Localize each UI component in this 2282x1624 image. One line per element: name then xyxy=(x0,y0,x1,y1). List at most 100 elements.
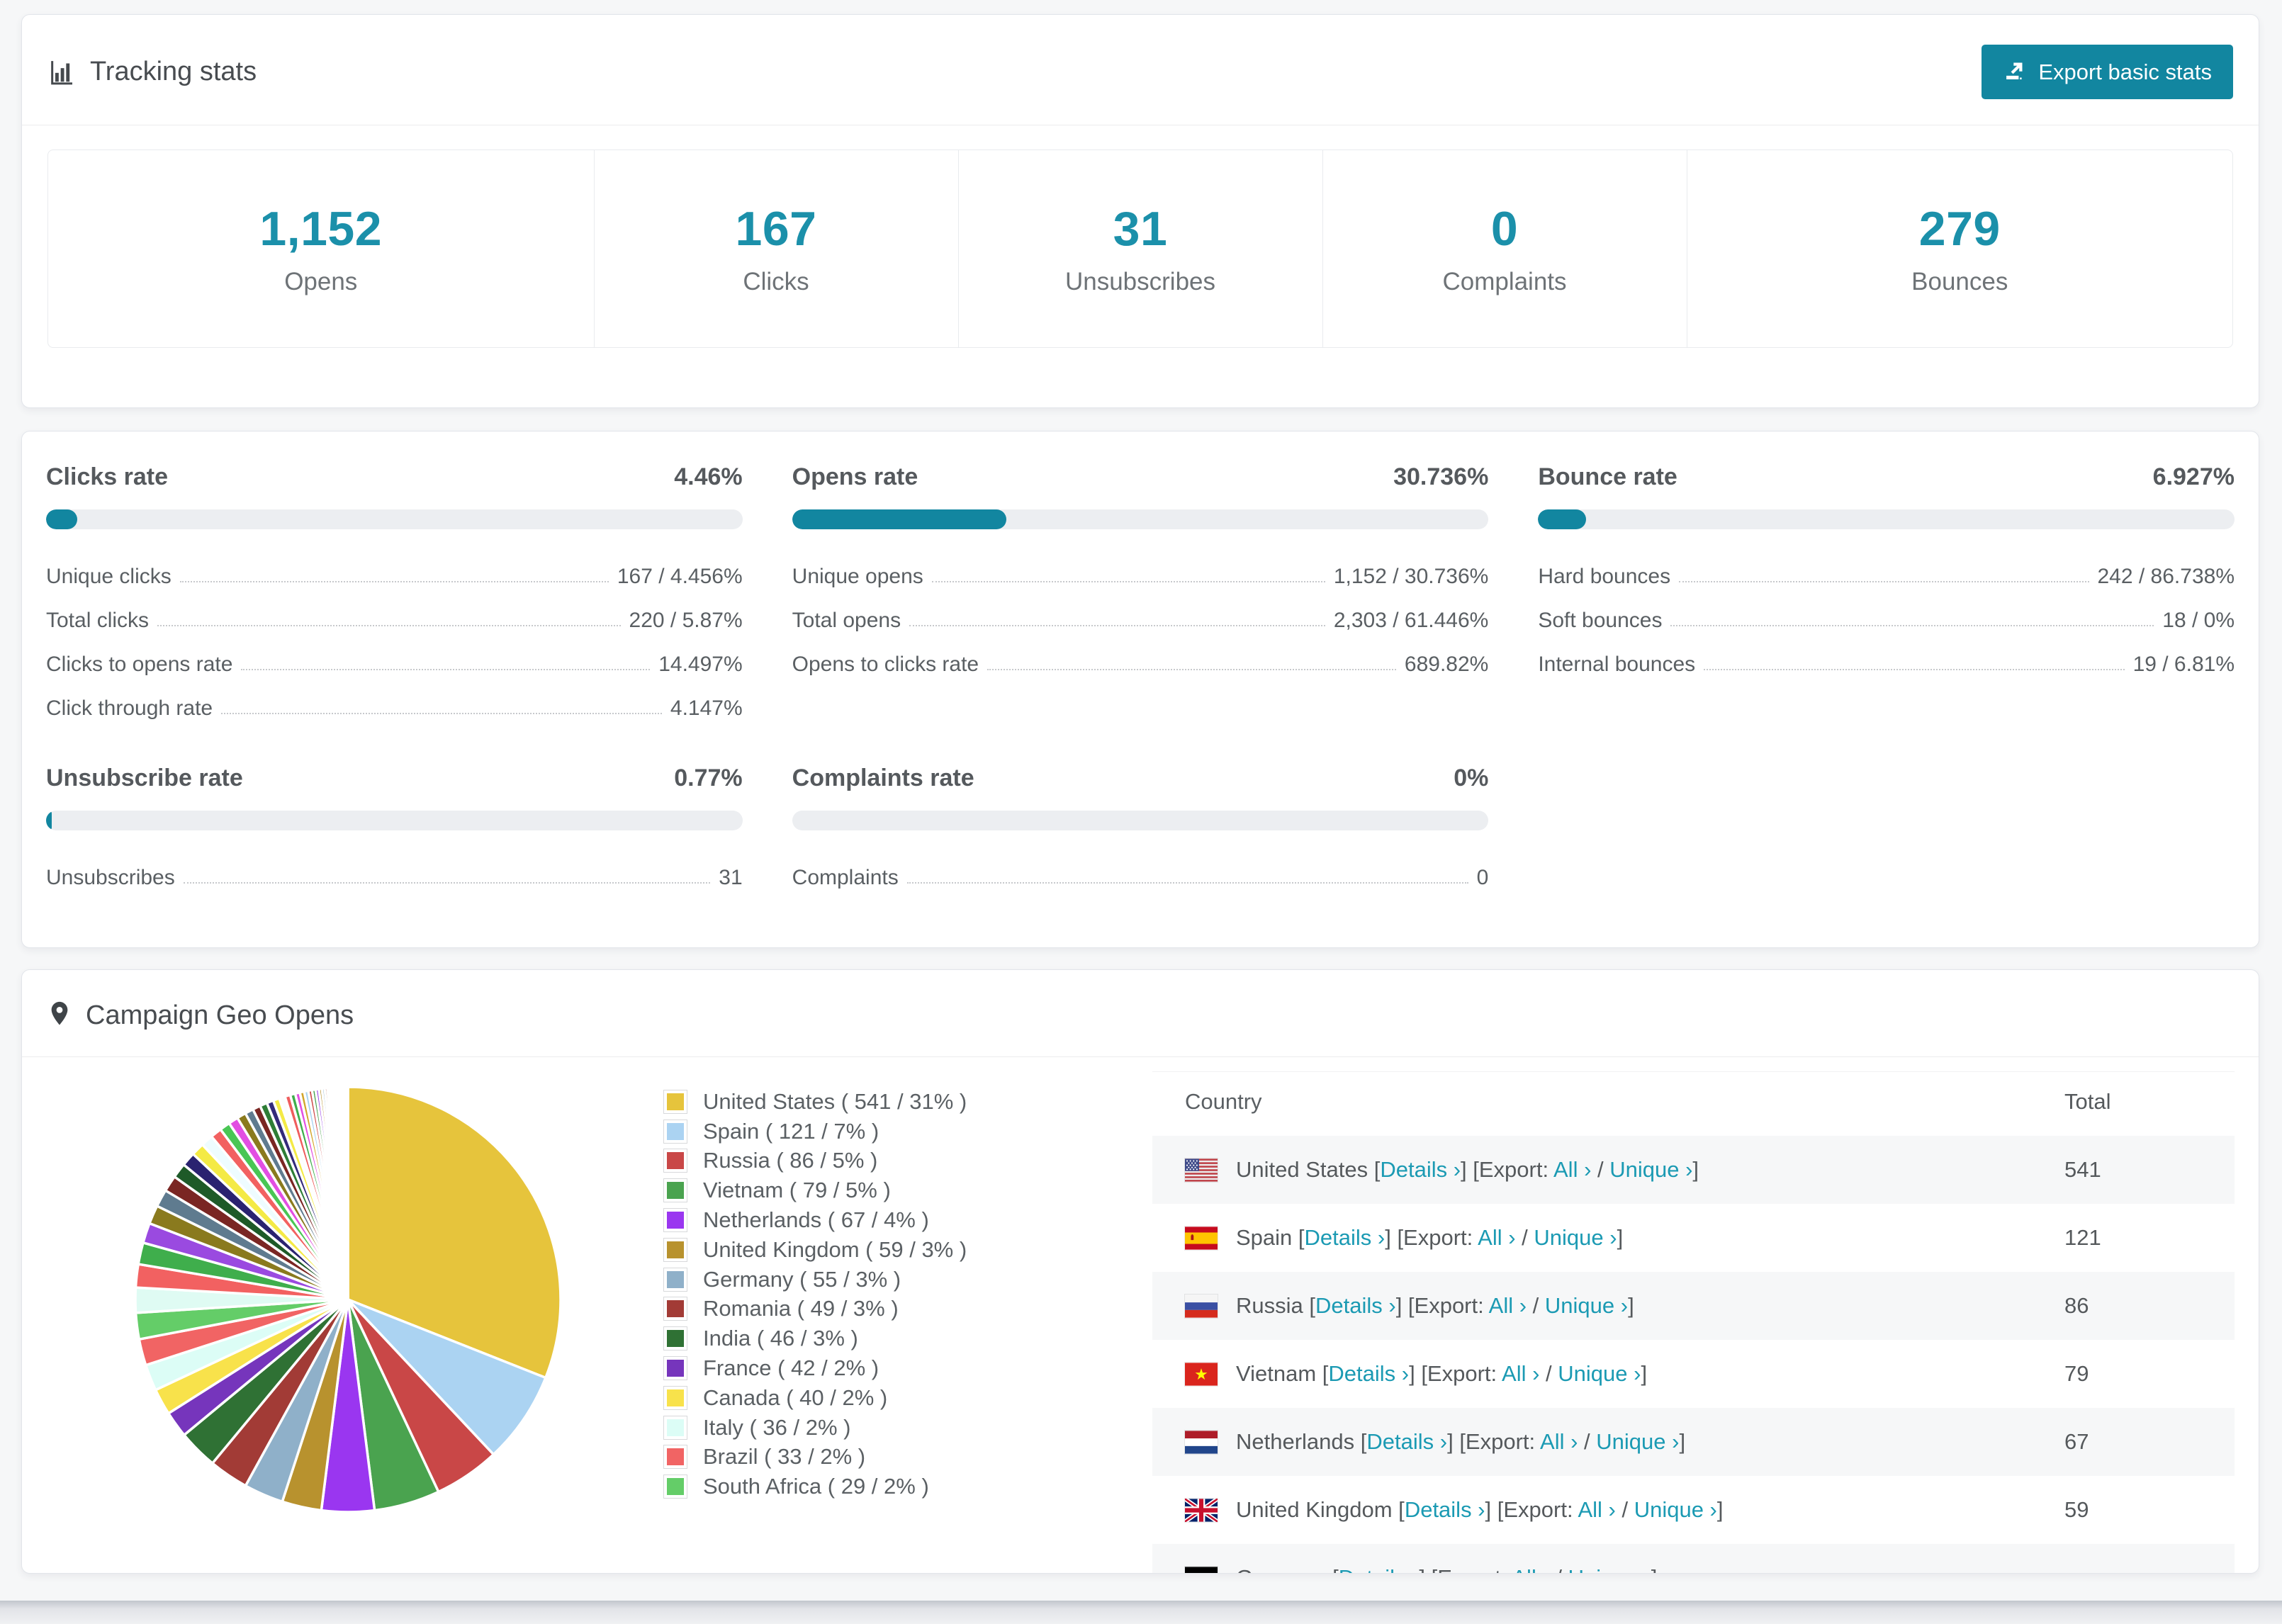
rate-row: Unique opens 1,152 / 30.736% xyxy=(792,555,1489,599)
stat-card-complaints: 0 Complaints xyxy=(1322,150,1687,347)
rate-row-label: Total clicks xyxy=(46,609,150,632)
country-text: ] xyxy=(1716,1497,1724,1522)
export-all-link[interactable]: All › xyxy=(1512,1565,1549,1573)
country-links: Germany [Details ›] [Export: All › / Uni… xyxy=(1236,1565,1657,1573)
rate-head: Opens rate 30.736% xyxy=(792,463,1489,491)
geo-pie-chart xyxy=(128,1080,568,1523)
rate-block-opens-rate: Opens rate 30.736% Unique opens 1,152 / 30.… xyxy=(792,463,1489,731)
country-text: ] [Export: xyxy=(1409,1361,1502,1386)
rate-row-label: Opens to clicks rate xyxy=(792,653,979,676)
de-flag-icon xyxy=(1185,1566,1218,1573)
rate-row-value: 689.82% xyxy=(1404,653,1489,676)
rate-progress-fill xyxy=(46,811,52,830)
export-unique-link[interactable]: Unique › xyxy=(1558,1361,1641,1386)
country-text: Netherlands [ xyxy=(1236,1429,1367,1454)
legend-item-brazil: Brazil ( 33 / 2% ) xyxy=(663,1443,1046,1472)
dotted-leader xyxy=(1670,625,2154,626)
table-row-spain: Spain [Details ›] [Export: All › / Uniqu… xyxy=(1152,1204,2235,1272)
country-text: ] xyxy=(1628,1293,1634,1318)
country-text: / xyxy=(1539,1361,1558,1386)
export-all-link[interactable]: All › xyxy=(1553,1157,1592,1182)
country-links: Russia [Details ›] [Export: All › / Uniq… xyxy=(1236,1293,1634,1319)
export-unique-link[interactable]: Unique › xyxy=(1609,1157,1693,1182)
country-cell: Russia [Details ›] [Export: All › / Uniq… xyxy=(1185,1293,2064,1319)
export-basic-stats-button[interactable]: Export basic stats xyxy=(1982,45,2233,99)
country-text: / xyxy=(1550,1565,1568,1573)
es-flag-icon xyxy=(1185,1226,1218,1250)
export-unique-link[interactable]: Unique › xyxy=(1544,1293,1629,1318)
viewport-bottom-bar xyxy=(0,1601,2282,1624)
country-text: / xyxy=(1515,1225,1534,1250)
export-unique-link[interactable]: Unique › xyxy=(1634,1497,1717,1522)
rate-row-value: 19 / 6.81% xyxy=(2132,653,2235,676)
table-row-united-states: United States [Details ›] [Export: All ›… xyxy=(1152,1136,2235,1204)
legend-swatch xyxy=(663,1119,687,1144)
legend-item-italy: Italy ( 36 / 2% ) xyxy=(663,1413,1046,1443)
rate-row: Internal bounces 19 / 6.81% xyxy=(1538,643,2235,687)
legend-label: Vietnam ( 79 / 5% ) xyxy=(703,1178,891,1203)
rate-progress-fill xyxy=(46,509,77,529)
rate-progress-track xyxy=(46,509,743,529)
country-cell: Vietnam [Details ›] [Export: All › / Uni… xyxy=(1185,1361,2064,1387)
rate-row: Hard bounces 242 / 86.738% xyxy=(1538,555,2235,599)
rate-row: Total opens 2,303 / 61.446% xyxy=(792,599,1489,643)
export-unique-link[interactable]: Unique › xyxy=(1568,1565,1651,1573)
table-row-russia: Russia [Details ›] [Export: All › / Uniq… xyxy=(1152,1272,2235,1340)
rate-row-value: 1,152 / 30.736% xyxy=(1333,565,1489,588)
stat-label: Bounces xyxy=(1911,268,2008,295)
export-all-link[interactable]: All › xyxy=(1540,1429,1578,1454)
country-text: / xyxy=(1591,1157,1610,1182)
details-link[interactable]: Details › xyxy=(1339,1565,1420,1573)
rates-grid: Clicks rate 4.46% Unique clicks 167 / 4.456… xyxy=(22,432,2259,900)
legend-label: Spain ( 121 / 7% ) xyxy=(703,1118,879,1144)
legend-item-france: France ( 42 / 2% ) xyxy=(663,1353,1046,1383)
details-link[interactable]: Details › xyxy=(1404,1497,1485,1522)
map-pin-icon xyxy=(47,1000,72,1031)
stat-label: Unsubscribes xyxy=(1064,268,1216,295)
legend-swatch xyxy=(663,1208,687,1233)
export-unique-link[interactable]: Unique › xyxy=(1534,1225,1617,1250)
country-column-header: Country xyxy=(1185,1089,1262,1114)
legend-item-india: India ( 46 / 3% ) xyxy=(663,1324,1046,1353)
export-all-link[interactable]: All › xyxy=(1578,1497,1616,1522)
export-unique-link[interactable]: Unique › xyxy=(1596,1429,1680,1454)
rate-progress-track xyxy=(792,811,1489,830)
details-link[interactable]: Details › xyxy=(1380,1157,1461,1182)
export-all-link[interactable]: All › xyxy=(1478,1225,1516,1250)
export-all-link[interactable]: All › xyxy=(1502,1361,1540,1386)
legend-swatch xyxy=(663,1237,687,1262)
ru-flag-icon xyxy=(1185,1294,1218,1318)
rate-row-label: Soft bounces xyxy=(1538,609,1663,632)
legend-label: Germany ( 55 / 3% ) xyxy=(703,1266,901,1292)
details-link[interactable]: Details › xyxy=(1304,1225,1386,1250)
country-text: ] xyxy=(1641,1361,1648,1386)
rate-row: Click through rate 4.147% xyxy=(46,687,743,731)
campaign-geo-opens-panel: Campaign Geo Opens United States ( 541 /… xyxy=(21,969,2259,1574)
dotted-leader xyxy=(909,625,1325,626)
total-cell: 541 xyxy=(2064,1157,2101,1182)
country-text: / xyxy=(1615,1497,1634,1522)
geo-title-label: Campaign Geo Opens xyxy=(86,1000,354,1030)
country-links: Spain [Details ›] [Export: All › / Uniqu… xyxy=(1236,1225,1623,1251)
details-link[interactable]: Details › xyxy=(1366,1429,1448,1454)
rate-title: Clicks rate xyxy=(46,463,168,490)
country-text: ] [Export: xyxy=(1447,1429,1541,1454)
stat-value: 31 xyxy=(1113,202,1168,256)
dotted-leader xyxy=(906,882,1468,884)
rate-percent-value: 6.927% xyxy=(2152,463,2235,490)
details-link[interactable]: Details › xyxy=(1328,1361,1410,1386)
rate-percent-value: 0.77% xyxy=(674,765,743,791)
rate-row-value: 2,303 / 61.446% xyxy=(1333,609,1489,632)
rate-title: Unsubscribe rate xyxy=(46,765,243,791)
rates-panel: Clicks rate 4.46% Unique clicks 167 / 4.456… xyxy=(21,431,2259,948)
rate-percent-value: 4.46% xyxy=(674,463,743,490)
dotted-leader xyxy=(931,581,1325,582)
stat-label: Complaints xyxy=(1442,268,1567,295)
legend-swatch xyxy=(663,1326,687,1351)
legend-item-united-kingdom: United Kingdom ( 59 / 3% ) xyxy=(663,1235,1046,1265)
stat-value: 279 xyxy=(1918,202,2001,256)
details-link[interactable]: Details › xyxy=(1315,1293,1396,1318)
export-all-link[interactable]: All › xyxy=(1488,1293,1527,1318)
legend-swatch xyxy=(663,1297,687,1321)
rate-rows: Hard bounces 242 / 86.738% Soft bounces 18 … xyxy=(1538,555,2235,687)
